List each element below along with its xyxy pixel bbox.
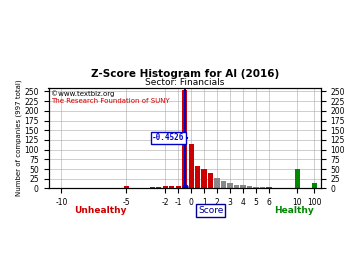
Bar: [215, 178, 220, 188]
Text: The Research Foundation of SUNY: The Research Foundation of SUNY: [51, 98, 170, 104]
Bar: [189, 144, 194, 188]
Bar: [221, 181, 226, 188]
Bar: [182, 90, 187, 188]
Bar: [202, 169, 207, 188]
Bar: [163, 187, 168, 188]
Bar: [195, 166, 200, 188]
Bar: [295, 169, 300, 188]
Bar: [253, 187, 258, 188]
Text: Sector: Financials: Sector: Financials: [145, 79, 224, 87]
Bar: [234, 184, 239, 188]
Text: Unhealthy: Unhealthy: [74, 206, 127, 215]
Bar: [208, 173, 213, 188]
Bar: [240, 185, 246, 188]
Bar: [124, 186, 129, 188]
Text: -0.4526: -0.4526: [152, 133, 185, 143]
Bar: [312, 183, 317, 188]
Text: Healthy: Healthy: [274, 206, 314, 215]
Bar: [169, 187, 174, 188]
Text: Z-Score Histogram for AI (2016): Z-Score Histogram for AI (2016): [90, 69, 279, 79]
Bar: [266, 187, 271, 188]
Bar: [150, 187, 155, 188]
Text: ©www.textbiz.org: ©www.textbiz.org: [51, 90, 114, 97]
Bar: [260, 187, 265, 188]
Bar: [156, 187, 161, 188]
Text: Score: Score: [198, 206, 223, 215]
Bar: [228, 183, 233, 188]
Bar: [176, 186, 181, 188]
Bar: [247, 187, 252, 188]
Y-axis label: Number of companies (997 total): Number of companies (997 total): [15, 80, 22, 196]
